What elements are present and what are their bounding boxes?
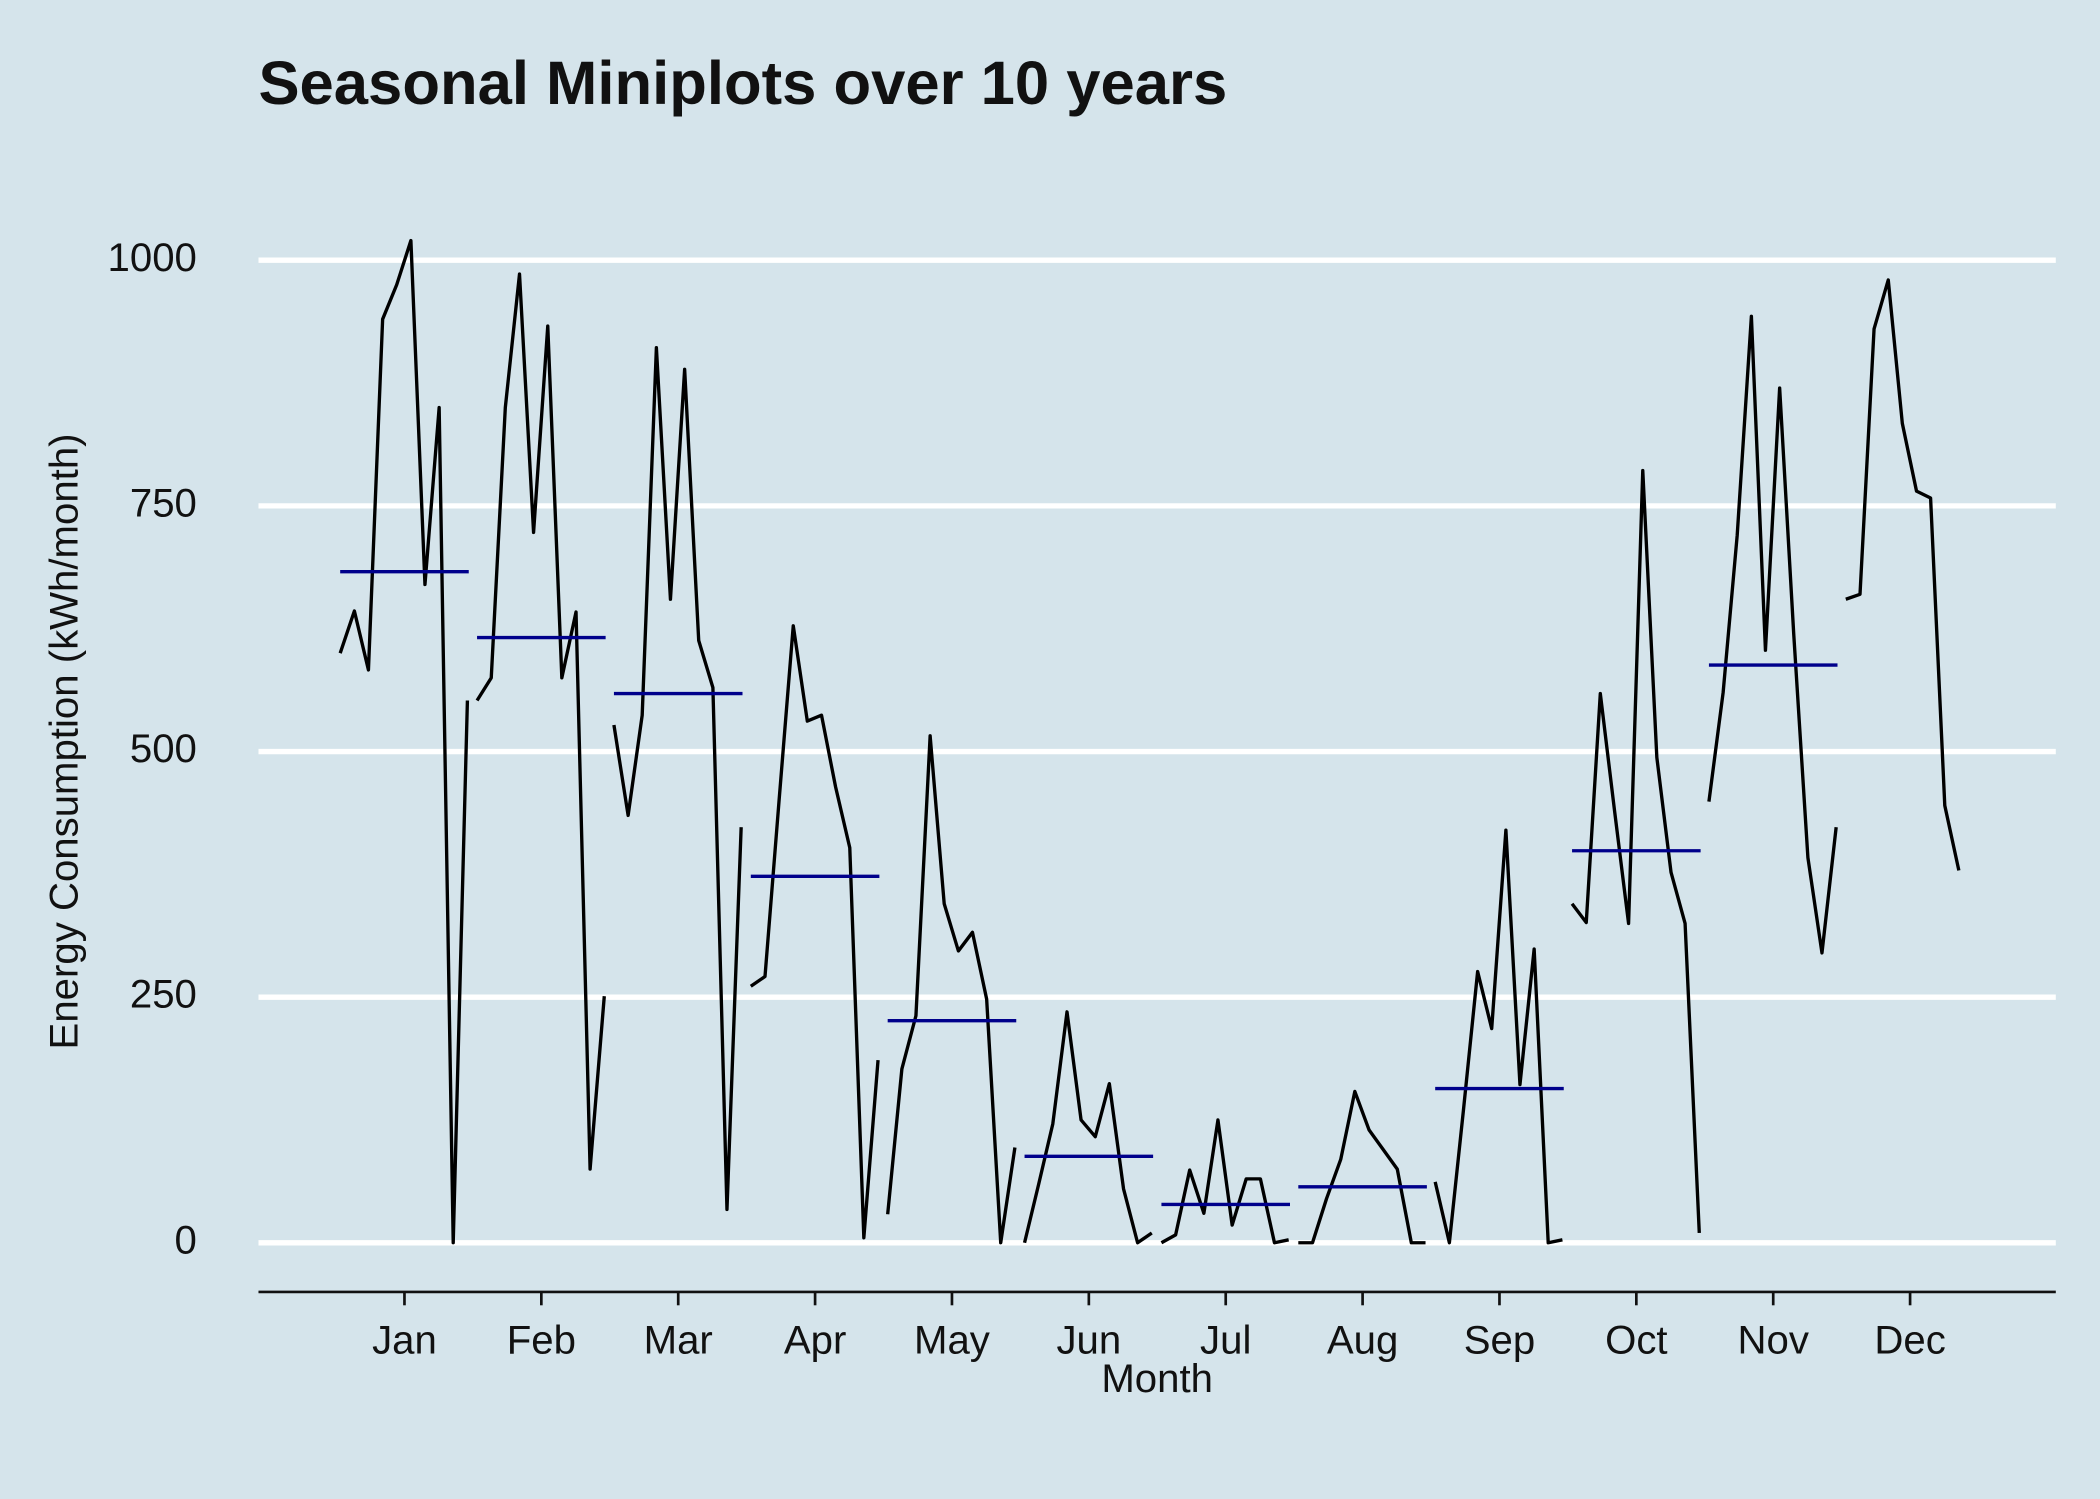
y-tick-label: 750	[130, 480, 197, 525]
month-line	[1570, 468, 1701, 1234]
chart-title: Seasonal Miniplots over 10 years	[258, 49, 1227, 118]
x-tick-label: Nov	[1738, 1317, 1809, 1362]
y-tick-label: 500	[130, 726, 197, 771]
month-line	[612, 346, 743, 1212]
x-tick-label: Aug	[1327, 1317, 1398, 1362]
y-tick-label: 250	[130, 972, 197, 1017]
month-line	[338, 238, 470, 1245]
month-line	[1707, 314, 1838, 955]
x-tick-label: Dec	[1874, 1317, 1945, 1362]
y-tick-label: 1000	[108, 235, 197, 280]
x-tick-label: Jan	[372, 1317, 437, 1362]
x-tick-label: May	[914, 1317, 990, 1362]
x-axis-title: Month	[1101, 1356, 1213, 1401]
month-line	[1160, 1118, 1290, 1245]
month-line	[1022, 1010, 1153, 1245]
month-line	[1433, 828, 1563, 1245]
month-line	[1845, 278, 1961, 871]
month-line	[886, 734, 1017, 1245]
y-axis-title: Energy Consumption (kWh/month)	[42, 433, 87, 1049]
month-line	[1298, 1089, 1426, 1245]
x-tick-label: Sep	[1464, 1317, 1535, 1362]
y-tick-label: 0	[175, 1217, 197, 1262]
x-tick-label: Oct	[1605, 1317, 1667, 1362]
month-line	[475, 272, 606, 1171]
x-tick-label: Feb	[507, 1317, 576, 1362]
x-tick-label: Apr	[784, 1317, 847, 1362]
month-line	[749, 624, 880, 1240]
x-tick-label: Mar	[644, 1317, 713, 1362]
x-tick-label: Jul	[1200, 1317, 1251, 1362]
x-tick-label: Jun	[1056, 1317, 1121, 1362]
